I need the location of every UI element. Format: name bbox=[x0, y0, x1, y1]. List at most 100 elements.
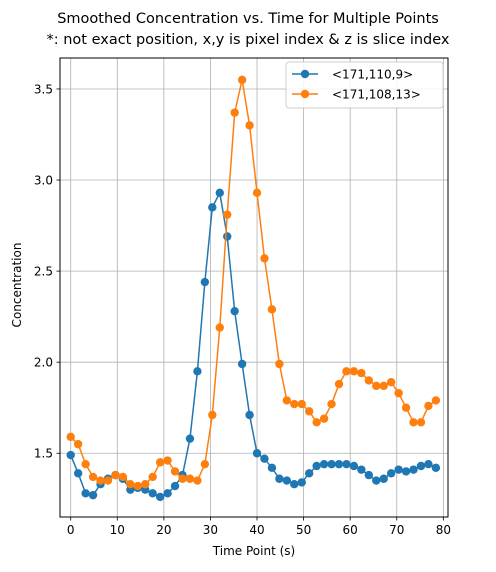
data-point bbox=[148, 489, 157, 498]
data-point bbox=[200, 459, 210, 469]
data-point bbox=[424, 459, 433, 469]
data-point bbox=[81, 459, 90, 469]
x-tick-label: 40 bbox=[249, 523, 264, 537]
y-tick-label: 2.5 bbox=[34, 264, 53, 278]
data-point bbox=[230, 108, 239, 117]
x-tick-label: 10 bbox=[110, 523, 125, 537]
data-point bbox=[327, 459, 336, 469]
data-point bbox=[208, 410, 217, 420]
data-point bbox=[163, 456, 172, 465]
series-line bbox=[70, 79, 437, 487]
x-tick-label: 70 bbox=[389, 523, 404, 537]
legend-label: <171,108,13> bbox=[332, 87, 421, 101]
y-tick-label: 3.5 bbox=[34, 82, 53, 96]
data-point bbox=[342, 459, 351, 469]
series-layer bbox=[66, 75, 441, 502]
data-point bbox=[245, 121, 254, 130]
data-point bbox=[215, 323, 224, 332]
series-1 bbox=[66, 188, 441, 502]
data-point bbox=[73, 439, 83, 449]
data-point bbox=[88, 490, 98, 500]
x-tick-label: 50 bbox=[296, 523, 311, 537]
data-point bbox=[290, 480, 299, 489]
legend-label: <171,110,9> bbox=[332, 67, 413, 81]
x-tick-label: 60 bbox=[343, 523, 358, 537]
data-point bbox=[230, 306, 239, 316]
chart-subtitle: *: not exact position, x,y is pixel inde… bbox=[46, 32, 449, 48]
data-point bbox=[319, 414, 329, 423]
data-point bbox=[290, 399, 299, 409]
data-point bbox=[357, 465, 366, 474]
data-point bbox=[282, 476, 292, 485]
data-point bbox=[148, 472, 157, 482]
data-point bbox=[401, 467, 411, 476]
data-point bbox=[237, 359, 247, 369]
data-point bbox=[372, 476, 381, 485]
y-tick-label: 3.0 bbox=[34, 173, 53, 187]
data-point bbox=[379, 381, 388, 391]
data-point bbox=[319, 459, 329, 469]
data-point bbox=[357, 368, 366, 378]
data-point bbox=[223, 232, 232, 241]
x-axis-label: Time Point (s) bbox=[212, 544, 295, 558]
data-point bbox=[297, 478, 306, 487]
data-point bbox=[364, 376, 374, 385]
data-point bbox=[312, 461, 321, 471]
y-tick-label: 1.5 bbox=[34, 447, 53, 461]
x-tick-label: 30 bbox=[203, 523, 218, 537]
data-point bbox=[334, 459, 344, 469]
data-point bbox=[304, 469, 314, 478]
data-point bbox=[193, 367, 202, 376]
data-point bbox=[349, 367, 359, 376]
data-point bbox=[364, 470, 374, 480]
data-point bbox=[275, 474, 284, 483]
data-point bbox=[88, 472, 98, 482]
chart-title: Smoothed Concentration vs. Time for Mult… bbox=[57, 11, 439, 27]
data-point bbox=[349, 461, 359, 471]
data-point bbox=[133, 481, 142, 491]
data-point bbox=[431, 396, 441, 405]
grid-layer bbox=[60, 58, 448, 517]
data-point bbox=[73, 469, 83, 478]
data-point bbox=[200, 277, 210, 287]
data-point bbox=[170, 467, 180, 476]
legend-marker bbox=[300, 89, 310, 99]
data-point bbox=[103, 476, 113, 485]
legend-marker bbox=[300, 69, 310, 79]
data-point bbox=[155, 492, 165, 502]
data-point bbox=[252, 188, 262, 197]
data-point bbox=[409, 418, 418, 427]
data-point bbox=[111, 470, 120, 480]
data-point bbox=[237, 75, 247, 85]
data-point bbox=[155, 458, 165, 467]
data-point bbox=[327, 399, 336, 409]
data-point bbox=[312, 418, 321, 427]
data-point bbox=[215, 188, 224, 197]
data-point bbox=[297, 399, 306, 409]
data-point bbox=[386, 469, 396, 478]
data-point bbox=[401, 403, 411, 412]
data-point bbox=[409, 465, 418, 474]
data-point bbox=[334, 379, 344, 389]
data-point bbox=[163, 489, 172, 498]
data-point bbox=[267, 463, 277, 473]
data-point bbox=[96, 476, 105, 485]
data-point bbox=[118, 472, 128, 482]
tick-layer: 0 10 20 30 40 50 60 70 80 1.5 2.0 2.5 3.0 3.5 bbox=[34, 82, 451, 537]
legend-box bbox=[285, 61, 444, 109]
data-point bbox=[304, 407, 314, 416]
data-point bbox=[208, 203, 217, 212]
series-2 bbox=[66, 75, 441, 491]
x-tick-label: 20 bbox=[156, 523, 171, 537]
data-point bbox=[394, 388, 403, 398]
data-point bbox=[431, 463, 441, 473]
data-point bbox=[394, 465, 403, 474]
data-point bbox=[223, 210, 232, 219]
data-point bbox=[416, 461, 426, 471]
data-point bbox=[185, 474, 195, 483]
data-point bbox=[416, 418, 426, 427]
data-point bbox=[66, 432, 75, 442]
data-point bbox=[81, 489, 90, 498]
